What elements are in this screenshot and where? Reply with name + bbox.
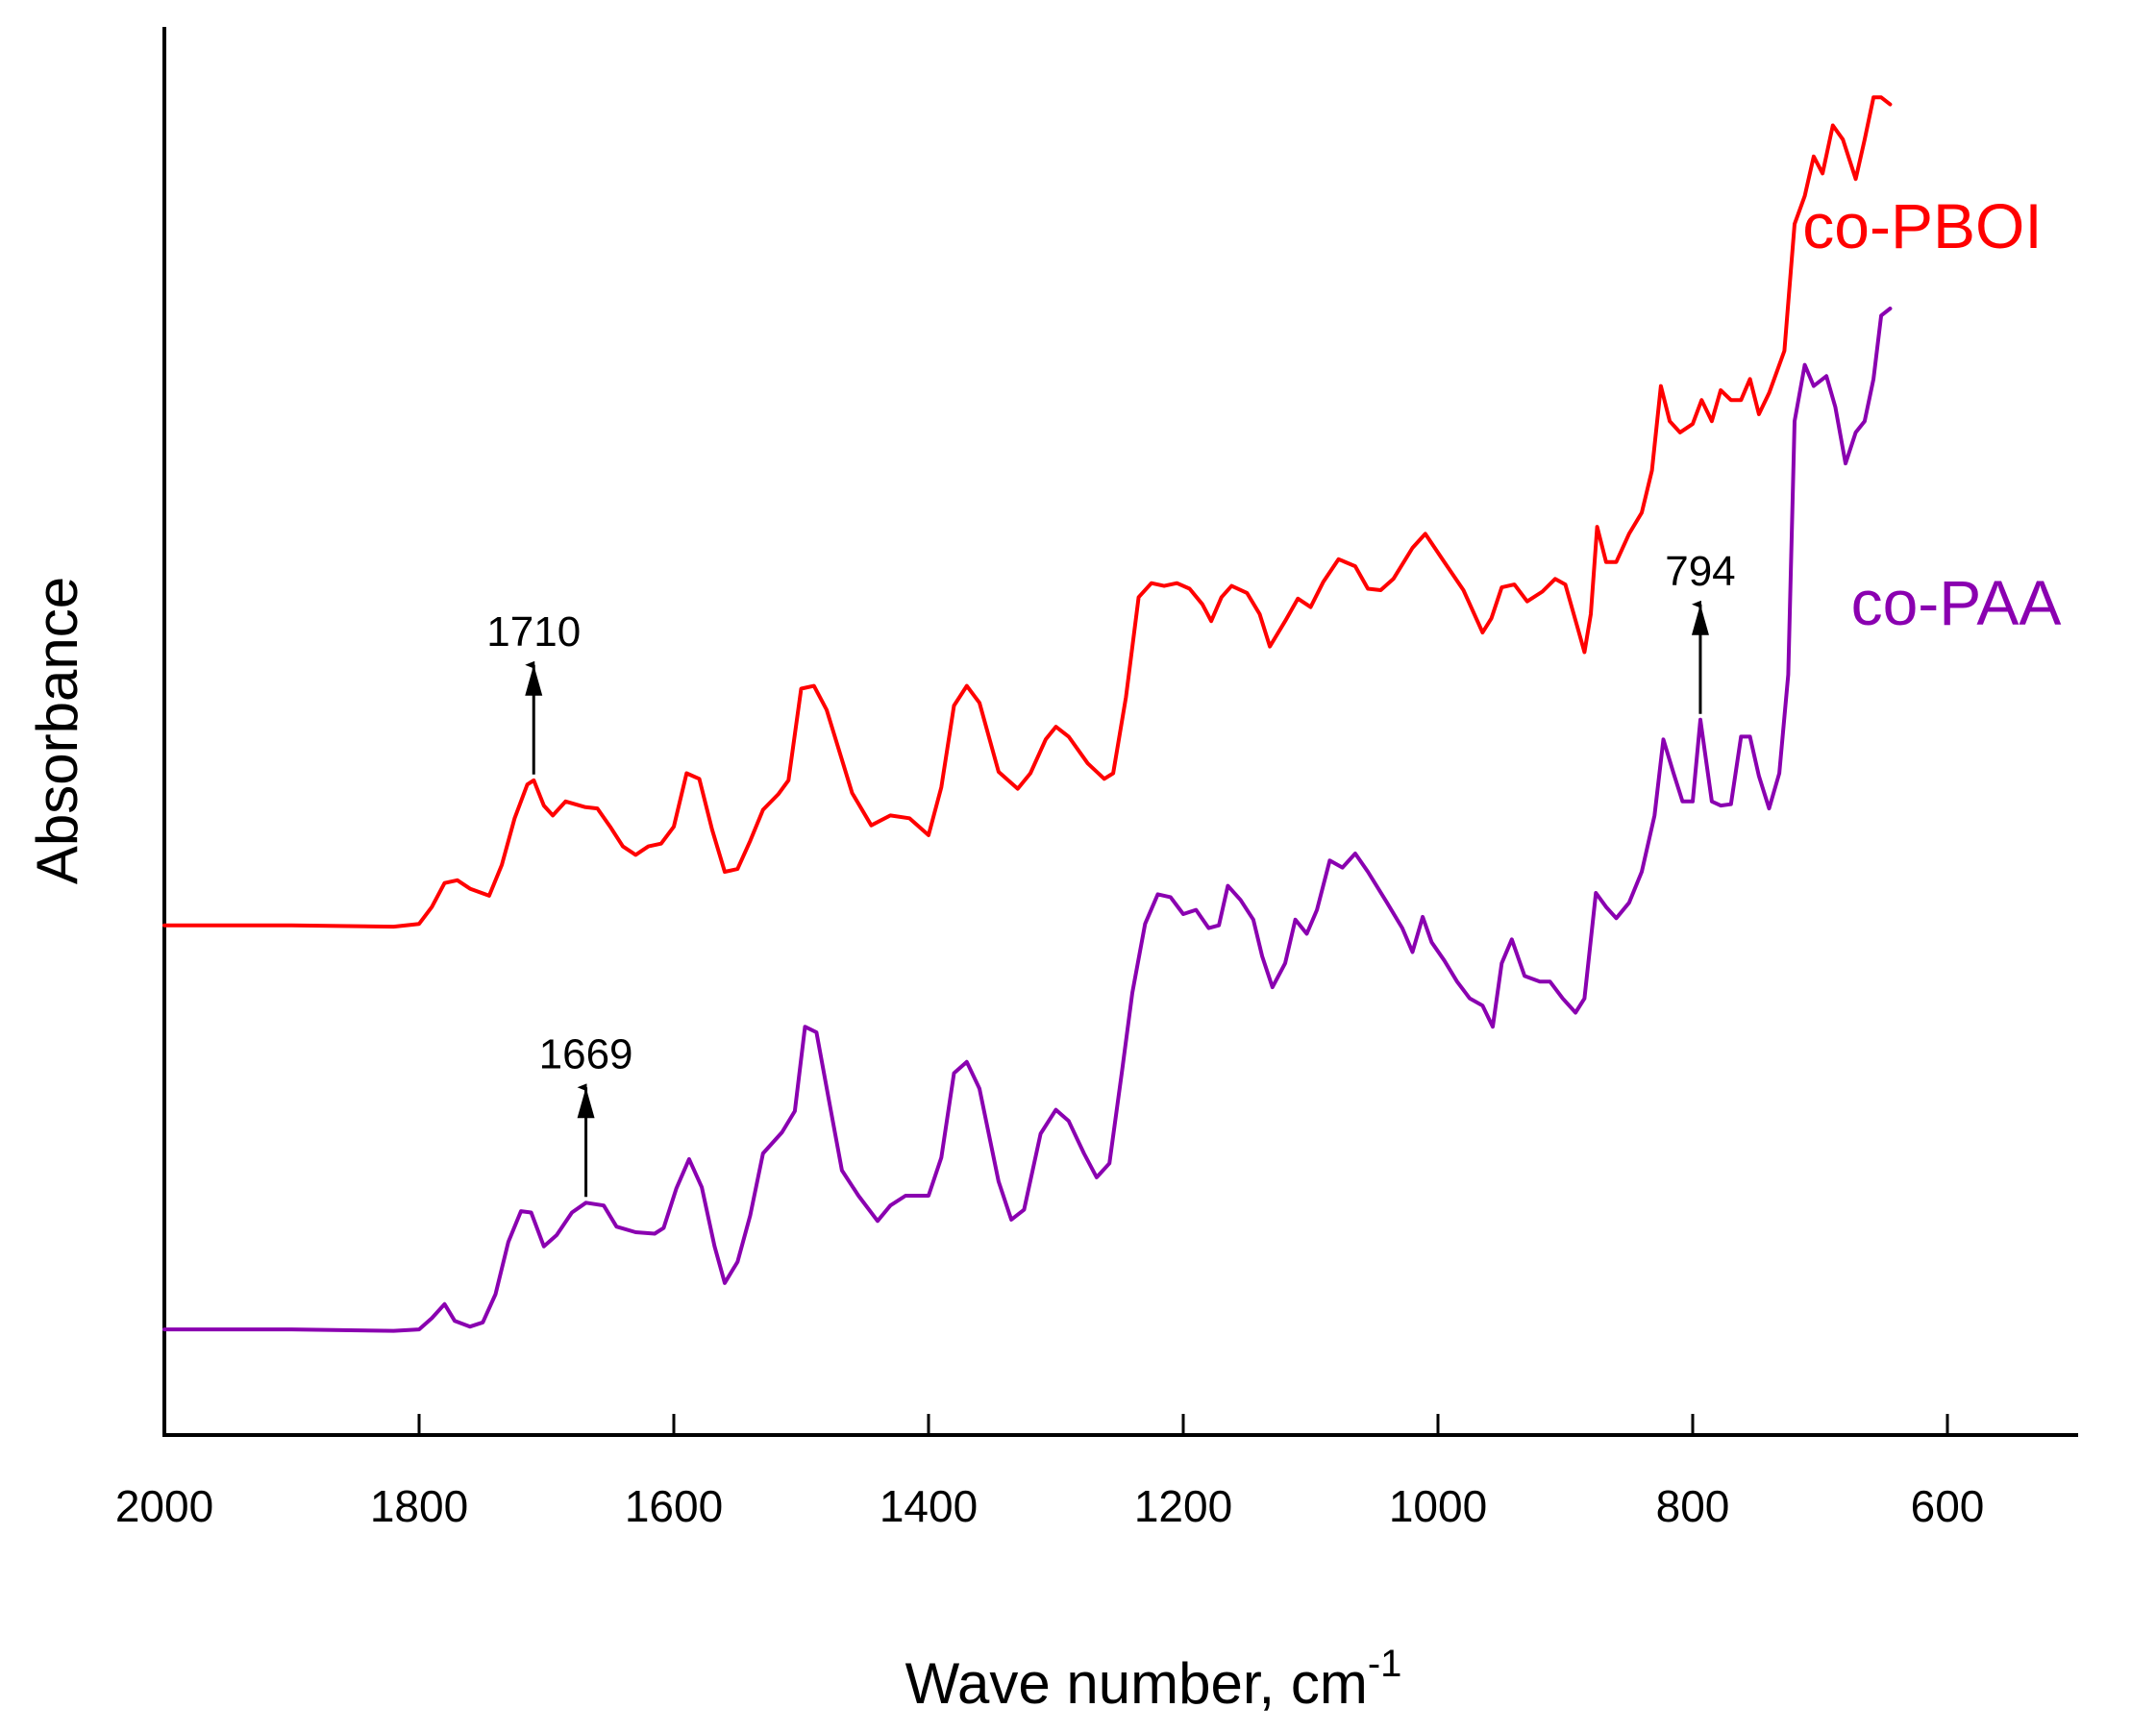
x-tick-label: 600 [1911, 1481, 1985, 1531]
x-tick-label: 1400 [880, 1481, 978, 1531]
x-tick-label: 1600 [625, 1481, 723, 1531]
annotation-label-794: 794 [1665, 548, 1735, 595]
annotations: 1710 1669 794 [486, 548, 1736, 1198]
annotation-label-1669: 1669 [539, 1030, 633, 1077]
x-tick-label: 2000 [115, 1481, 213, 1531]
x-axis-title-superscript: -1 [1368, 1643, 1402, 1685]
series-label-co-PAA: co-PAA [1851, 567, 2062, 638]
x-axis-title-text: Wave number, cm [905, 1651, 1368, 1716]
annotation-label-1710: 1710 [486, 608, 581, 656]
annotation-arrowhead-1669 [577, 1087, 595, 1119]
x-tick-label: 1200 [1134, 1481, 1232, 1531]
annotation-arrowhead-1710 [525, 664, 543, 696]
series-labels: co-PBOI co-PAA [1802, 190, 2061, 638]
y-axis-title: Absorbance [25, 577, 89, 884]
annotation-arrowhead-794 [1691, 604, 1709, 635]
x-axis-title: Wave number, cm-1 [905, 1643, 1402, 1716]
x-ticks: 2000 1800 1600 1400 1200 1000 800 600 [115, 1414, 1985, 1531]
series-layer [162, 95, 1893, 1333]
series-line-co-PBOI [162, 95, 1893, 929]
x-tick-label: 1800 [370, 1481, 468, 1531]
axes [162, 27, 2078, 1437]
x-tick-label: 1000 [1389, 1481, 1487, 1531]
x-tick-label: 800 [1656, 1481, 1730, 1531]
series-line-co-PAA [162, 307, 1893, 1333]
series-label-co-PBOI: co-PBOI [1802, 190, 2042, 261]
